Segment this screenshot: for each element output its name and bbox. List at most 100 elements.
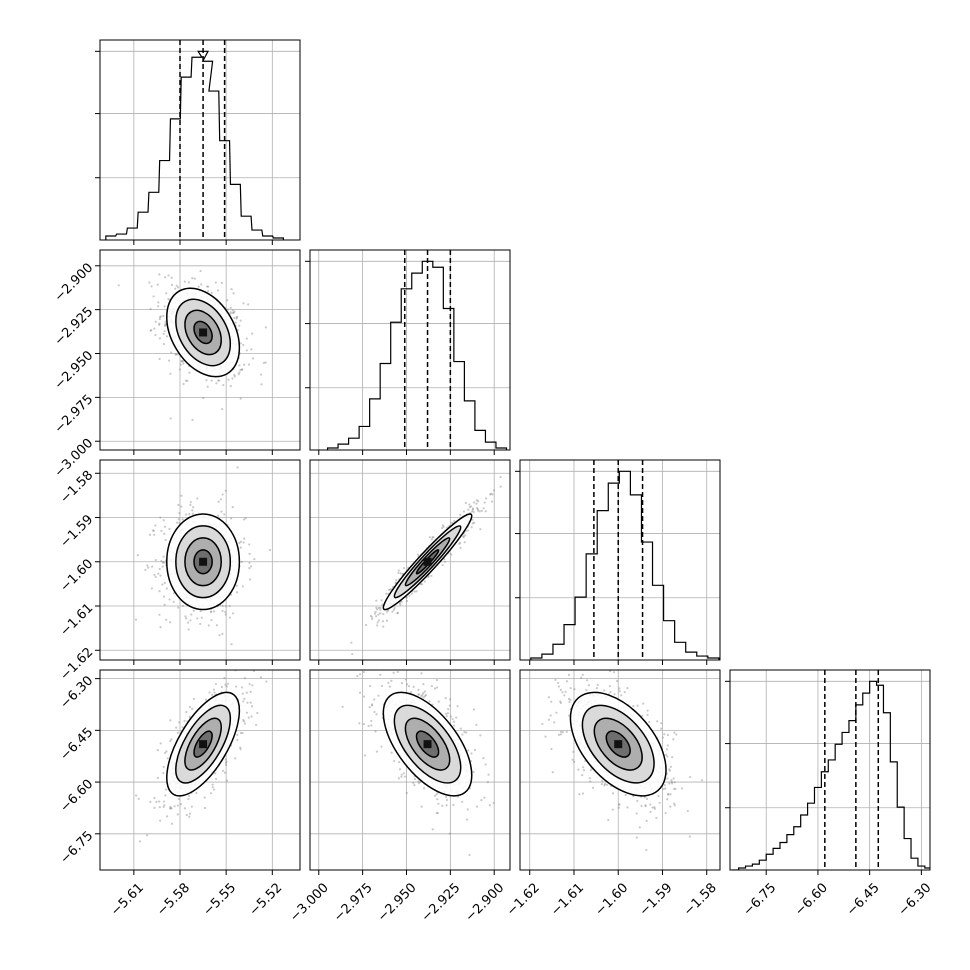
scatter-point: [473, 521, 476, 524]
scatter-point: [400, 600, 403, 603]
scatter-point: [166, 757, 169, 760]
scatter-point: [243, 663, 245, 665]
scatter-point: [468, 503, 471, 506]
scatter-point: [475, 499, 478, 502]
density: [135, 663, 268, 843]
scatter-point: [568, 700, 571, 704]
scatter-point: [169, 805, 172, 808]
scatter-point: [409, 691, 413, 694]
scatter-point: [162, 805, 165, 808]
scatter-point: [561, 691, 564, 694]
scatter-point: [663, 783, 666, 787]
scatter-point: [673, 787, 676, 790]
scatter-point: [416, 553, 420, 556]
scatter-point: [436, 798, 439, 801]
scatter-point: [350, 641, 353, 644]
scatter-point: [214, 281, 217, 284]
scatter-point: [423, 695, 427, 698]
scatter-point: [182, 360, 185, 363]
scatter-point: [608, 670, 612, 673]
scatter-point: [489, 493, 492, 496]
scatter-point: [245, 691, 248, 694]
scatter-point: [162, 332, 165, 335]
scatter-point: [441, 804, 444, 807]
scatter-point: [480, 509, 483, 512]
scatter-point: [200, 283, 203, 286]
scatter-point: [234, 757, 237, 760]
scatter-point: [379, 608, 382, 611]
scatter-point: [232, 292, 235, 295]
scatter-point: [170, 283, 174, 287]
scatter-point: [374, 730, 377, 733]
x-tick-label: −3.000: [287, 880, 332, 925]
scatter-point: [167, 297, 170, 300]
scatter-point: [164, 751, 167, 754]
scatter-point: [461, 800, 464, 803]
x-tick-label: −2.900: [463, 880, 508, 925]
scatter-point: [380, 599, 383, 602]
scatter-point: [443, 560, 447, 563]
scatter-point: [468, 505, 472, 509]
scatter-point: [183, 807, 186, 810]
scatter-point: [441, 527, 444, 530]
scatter-point: [245, 711, 249, 714]
scatter-point: [479, 734, 482, 737]
scatter-point: [242, 541, 245, 544]
scatter-point: [169, 719, 172, 722]
scatter-point: [235, 315, 239, 318]
scatter-point: [479, 528, 482, 531]
scatter-point: [484, 763, 487, 766]
scatter-point: [445, 804, 448, 807]
histogram-line: [326, 260, 508, 450]
scatter-point: [176, 804, 180, 807]
scatter-point: [193, 277, 196, 280]
scatter-point: [220, 281, 223, 285]
scatter-point: [420, 695, 423, 698]
scatter-point: [670, 778, 673, 782]
scatter-point: [613, 693, 616, 696]
scatter-point: [178, 721, 181, 724]
scatter-point: [233, 310, 236, 313]
scatter-point: [402, 772, 406, 775]
scatter-point: [175, 521, 179, 524]
scatter-panel-3-0: −6.75−6.60−6.45−6.30−5.61 −5.58 −5.55 −5.52: [58, 663, 301, 919]
scatter-point: [259, 676, 263, 679]
scatter-point: [563, 694, 566, 697]
x-tick-label: −5.52: [247, 880, 286, 919]
scatter-point: [459, 513, 462, 517]
scatter-point: [187, 798, 190, 801]
scatter-point: [205, 379, 208, 382]
scatter-point: [547, 696, 551, 699]
scatter-point: [557, 733, 561, 736]
scatter-point: [400, 775, 403, 778]
scatter-point: [169, 417, 172, 420]
scatter-point: [689, 775, 692, 779]
scatter-point: [603, 689, 606, 692]
scatter-point: [396, 612, 399, 615]
scatter-point: [226, 682, 230, 685]
scatter-point: [664, 811, 667, 815]
scatter-point: [373, 710, 376, 714]
scatter-point: [662, 787, 665, 791]
scatter-point: [188, 812, 192, 815]
scatter-point: [247, 716, 250, 719]
scatter-point: [241, 692, 244, 695]
scatter-point: [362, 695, 366, 698]
scatter-point: [162, 800, 166, 803]
scatter-point: [224, 763, 228, 767]
scatter-point: [450, 553, 453, 556]
scatter-point: [160, 559, 163, 563]
scatter-point: [191, 418, 194, 421]
scatter-point: [240, 686, 244, 689]
scatter-point: [210, 619, 213, 622]
scatter-point: [208, 691, 211, 694]
scatter-point: [669, 765, 672, 768]
scatter-point: [649, 810, 652, 813]
scatter-point: [252, 670, 256, 673]
scatter-point: [234, 321, 237, 324]
scatter-point: [154, 524, 157, 527]
scatter-point: [191, 512, 194, 515]
scatter-point: [214, 777, 218, 780]
scatter-point: [377, 606, 380, 610]
scatter-point: [161, 583, 164, 586]
